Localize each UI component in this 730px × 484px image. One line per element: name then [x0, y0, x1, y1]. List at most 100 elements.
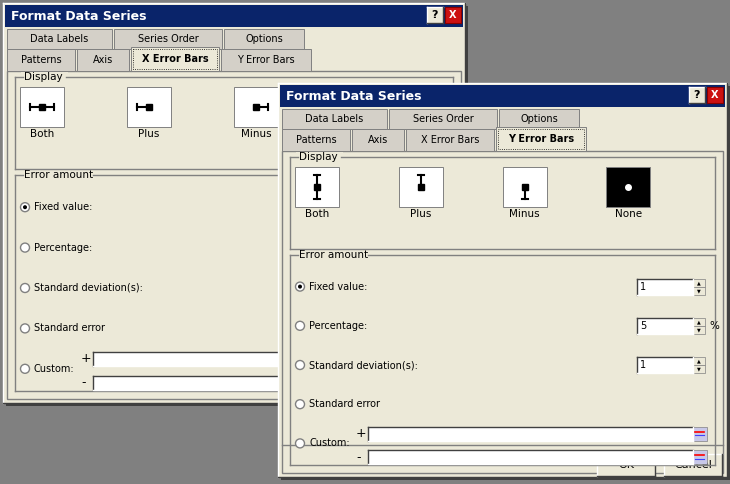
Bar [20, 87, 64, 127]
Text: ▲: ▲ [697, 359, 701, 363]
Text: ▼: ▼ [697, 327, 701, 333]
Text: ▲: ▲ [697, 319, 701, 324]
Bar [127, 87, 171, 127]
Bar [496, 127, 586, 151]
Text: Options: Options [245, 34, 283, 44]
Bar [131, 47, 219, 71]
Text: Format Data Series: Format Data Series [11, 10, 147, 22]
Text: ▲: ▲ [435, 201, 439, 206]
Text: Both: Both [305, 209, 329, 219]
Bar [693, 326, 705, 334]
Circle shape [296, 439, 304, 448]
Circle shape [298, 285, 302, 288]
Bar [637, 318, 693, 334]
Text: None: None [615, 209, 642, 219]
Text: Error amount: Error amount [299, 250, 368, 260]
Text: ▲: ▲ [697, 280, 701, 285]
Text: Minus: Minus [241, 129, 272, 139]
Text: Y Error Bars: Y Error Bars [508, 134, 574, 144]
Bar [693, 365, 705, 373]
Bar [389, 109, 497, 129]
Bar [278, 83, 727, 477]
Bar [280, 85, 725, 107]
Text: Display: Display [299, 152, 337, 162]
Bar [431, 207, 443, 215]
Bar [352, 129, 404, 151]
Circle shape [296, 361, 304, 369]
Bar [431, 240, 443, 248]
Bar [502, 167, 547, 207]
Text: Fixed value:: Fixed value: [34, 202, 93, 212]
Bar [282, 129, 350, 151]
Text: Plus: Plus [410, 209, 431, 219]
Bar [597, 454, 655, 476]
Bar [431, 280, 443, 288]
Bar [21, 170, 95, 180]
Bar [637, 279, 693, 295]
Text: Percentage:: Percentage: [309, 321, 367, 331]
Circle shape [296, 282, 304, 291]
Text: OK: OK [618, 460, 634, 470]
Circle shape [23, 205, 27, 209]
Text: Fixed value:: Fixed value: [309, 282, 367, 291]
Text: Options: Options [520, 114, 558, 124]
Bar [431, 199, 443, 207]
Bar [282, 151, 723, 473]
Bar [375, 199, 431, 215]
Bar [133, 49, 217, 69]
Bar [341, 87, 385, 127]
Text: ▼: ▼ [435, 249, 439, 254]
Text: +: + [81, 352, 92, 365]
Text: Percentage:: Percentage: [34, 242, 92, 253]
Text: 1: 1 [640, 282, 646, 291]
Bar [375, 280, 431, 296]
Bar [375, 240, 431, 256]
Bar [7, 29, 112, 49]
Text: X: X [449, 10, 457, 20]
Bar [21, 72, 67, 82]
Bar [5, 5, 463, 27]
Text: 5: 5 [378, 242, 384, 253]
Text: Patterns: Patterns [296, 135, 337, 145]
Bar [431, 288, 443, 296]
Text: ▲: ▲ [435, 241, 439, 246]
Bar [6, 6, 468, 406]
Bar [499, 109, 579, 129]
Circle shape [296, 321, 304, 330]
Text: Patterns: Patterns [20, 55, 61, 65]
Bar [637, 357, 693, 373]
Text: ▼: ▼ [435, 289, 439, 294]
Bar [281, 86, 730, 480]
Text: Format Data Series: Format Data Series [286, 90, 421, 103]
Text: ▲: ▲ [435, 282, 439, 287]
Text: Y Error Bars: Y Error Bars [237, 55, 295, 65]
Text: %: % [709, 321, 719, 331]
Bar [114, 29, 222, 49]
Text: Series Order: Series Order [412, 114, 473, 124]
Text: Axis: Axis [93, 55, 113, 65]
Bar [7, 71, 461, 399]
Text: ?: ? [694, 90, 700, 100]
Bar [296, 250, 370, 260]
Bar [664, 454, 722, 476]
Bar [445, 7, 461, 23]
Bar [498, 129, 584, 149]
Text: Display: Display [24, 72, 63, 82]
Circle shape [296, 400, 304, 408]
Bar [693, 318, 705, 326]
Text: Axis: Axis [368, 135, 388, 145]
Text: X Error Bars: X Error Bars [142, 54, 208, 64]
Text: X Error Bars: X Error Bars [420, 135, 479, 145]
Bar [234, 87, 278, 127]
Circle shape [20, 324, 29, 333]
Bar [221, 49, 311, 71]
Text: X: X [711, 90, 719, 100]
Bar [296, 152, 342, 162]
Text: Standard deviation(s):: Standard deviation(s): [34, 283, 143, 293]
Bar [7, 49, 75, 71]
Text: Custom:: Custom: [309, 439, 350, 448]
Text: ▼: ▼ [435, 209, 439, 214]
Bar [77, 49, 129, 71]
Bar [406, 129, 494, 151]
Text: +: + [356, 427, 366, 440]
